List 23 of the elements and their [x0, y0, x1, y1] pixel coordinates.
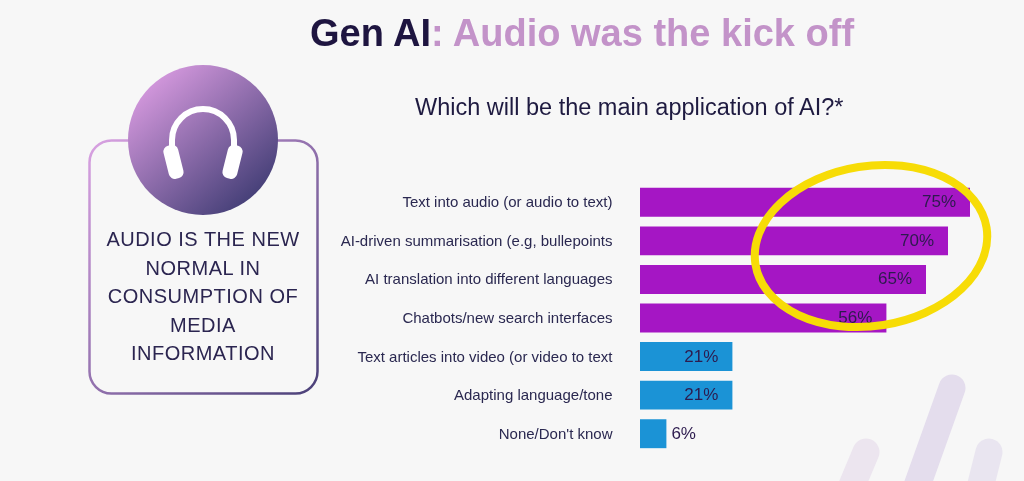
bar	[640, 419, 667, 449]
y-tick-label: Adapting language/tone	[454, 386, 613, 404]
data-label: 56%	[838, 308, 873, 327]
chart-subtitle: Which will be the main application of AI?*	[415, 94, 844, 121]
y-tick-label: AI translation into different languages	[365, 270, 613, 288]
y-tick-label: Text into audio (or audio to text)	[402, 193, 613, 211]
text: AUDIO IS THE NEW NORMAL IN CONSUMPTION OF MEDIA INFORMATION	[105, 227, 301, 366]
data-label: 65%	[877, 269, 912, 289]
y-tick-label: Text articles into video (or video to text	[357, 347, 614, 365]
data-label: 21%	[684, 346, 719, 366]
data-label: 70%	[899, 230, 934, 250]
y-tick-label: AI-driven summarisation (e.g, bullepoints	[340, 231, 613, 249]
data-label: 6%	[671, 423, 696, 443]
bar	[640, 380, 733, 410]
bar	[640, 342, 733, 372]
bar	[640, 187, 970, 217]
data-label: 75%	[921, 192, 956, 212]
y-tick-label: None/Don't know	[498, 424, 613, 442]
data-label: 21%	[684, 385, 719, 405]
chart-title: Gen AI: Audio was the kick off	[310, 12, 855, 54]
bar	[640, 264, 926, 294]
bar	[640, 226, 948, 256]
y-tick-label: Chatbots/new search interfaces	[402, 309, 613, 326]
